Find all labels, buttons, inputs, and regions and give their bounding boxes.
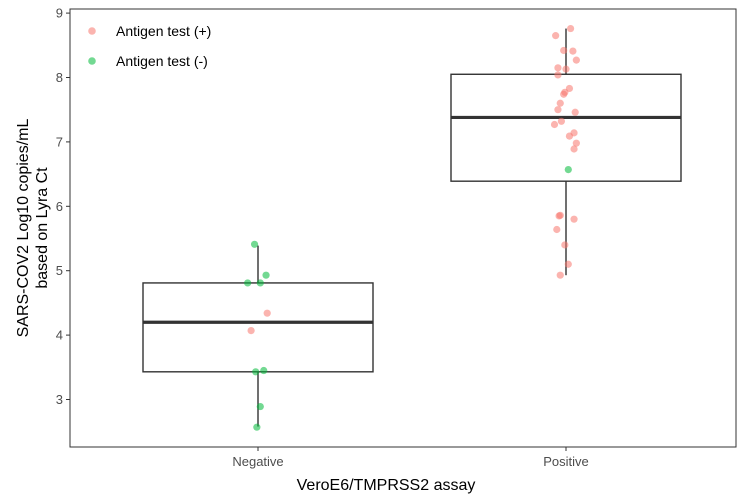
y-tick-label: 3	[56, 392, 63, 407]
x-axis: Negative Positive	[232, 447, 589, 469]
x-tick-label: Positive	[543, 454, 589, 469]
data-point	[554, 71, 562, 79]
box-positive	[450, 28, 682, 276]
legend-label: Antigen test (+)	[116, 23, 211, 39]
legend-item: Antigen test (+)	[88, 23, 211, 39]
boxes-layer	[142, 28, 682, 427]
y-tick-label: 4	[56, 328, 63, 343]
data-point	[571, 108, 579, 116]
data-point	[562, 65, 570, 73]
data-point	[550, 120, 559, 129]
series-antigen-positive	[247, 24, 580, 335]
data-point	[260, 366, 268, 375]
data-point	[247, 326, 255, 335]
data-point	[250, 240, 259, 248]
data-point	[554, 64, 562, 72]
y-tick-label: 7	[56, 134, 63, 149]
data-point	[572, 139, 580, 147]
data-point	[561, 241, 569, 249]
data-point	[555, 212, 563, 220]
data-point	[556, 99, 564, 107]
y-axis-title-line-2: based on Lyra Ct	[34, 167, 51, 289]
panel-border	[69, 8, 737, 448]
legend-label: Antigen test (-)	[116, 53, 208, 69]
data-point	[552, 32, 560, 40]
data-point	[263, 309, 271, 317]
y-tick-label: 6	[56, 199, 63, 214]
data-point	[560, 90, 568, 98]
y-tick-label: 5	[56, 263, 63, 278]
series-antigen-negative	[244, 165, 572, 431]
legend-key	[88, 57, 96, 65]
data-point	[557, 117, 566, 125]
y-axis-title-line-1: SARS-COV2 Log10 copies/mL	[15, 119, 32, 338]
data-point	[244, 279, 252, 287]
data-point	[565, 132, 574, 140]
data-point	[256, 402, 264, 411]
data-point	[567, 24, 575, 33]
y-tick-label: 8	[56, 70, 63, 85]
data-point	[564, 165, 572, 174]
legend: Antigen test (+) Antigen test (-)	[88, 23, 211, 69]
legend-key	[88, 27, 96, 35]
data-point	[570, 145, 578, 153]
data-point	[570, 215, 578, 223]
y-axis-title: SARS-COV2 Log10 copies/mL based on Lyra …	[15, 119, 51, 338]
data-point	[560, 46, 568, 55]
data-point	[569, 47, 577, 55]
data-point	[553, 225, 561, 234]
x-axis-title: VeroE6/TMPRSS2 assay	[297, 477, 476, 494]
data-point	[252, 368, 260, 376]
data-point	[256, 279, 264, 287]
points-layer	[244, 24, 580, 431]
data-point	[564, 260, 572, 268]
y-tick-label: 9	[56, 6, 63, 21]
data-point	[253, 423, 261, 431]
box-iqr	[450, 73, 682, 182]
data-point	[262, 271, 270, 279]
legend-item: Antigen test (-)	[88, 53, 208, 69]
y-axis: 3 4 5 6 7 8 9	[56, 6, 70, 407]
data-point	[556, 271, 564, 279]
box-negative	[142, 245, 374, 427]
x-tick-label: Negative	[232, 454, 283, 469]
data-point	[572, 56, 580, 64]
data-point	[554, 106, 562, 114]
